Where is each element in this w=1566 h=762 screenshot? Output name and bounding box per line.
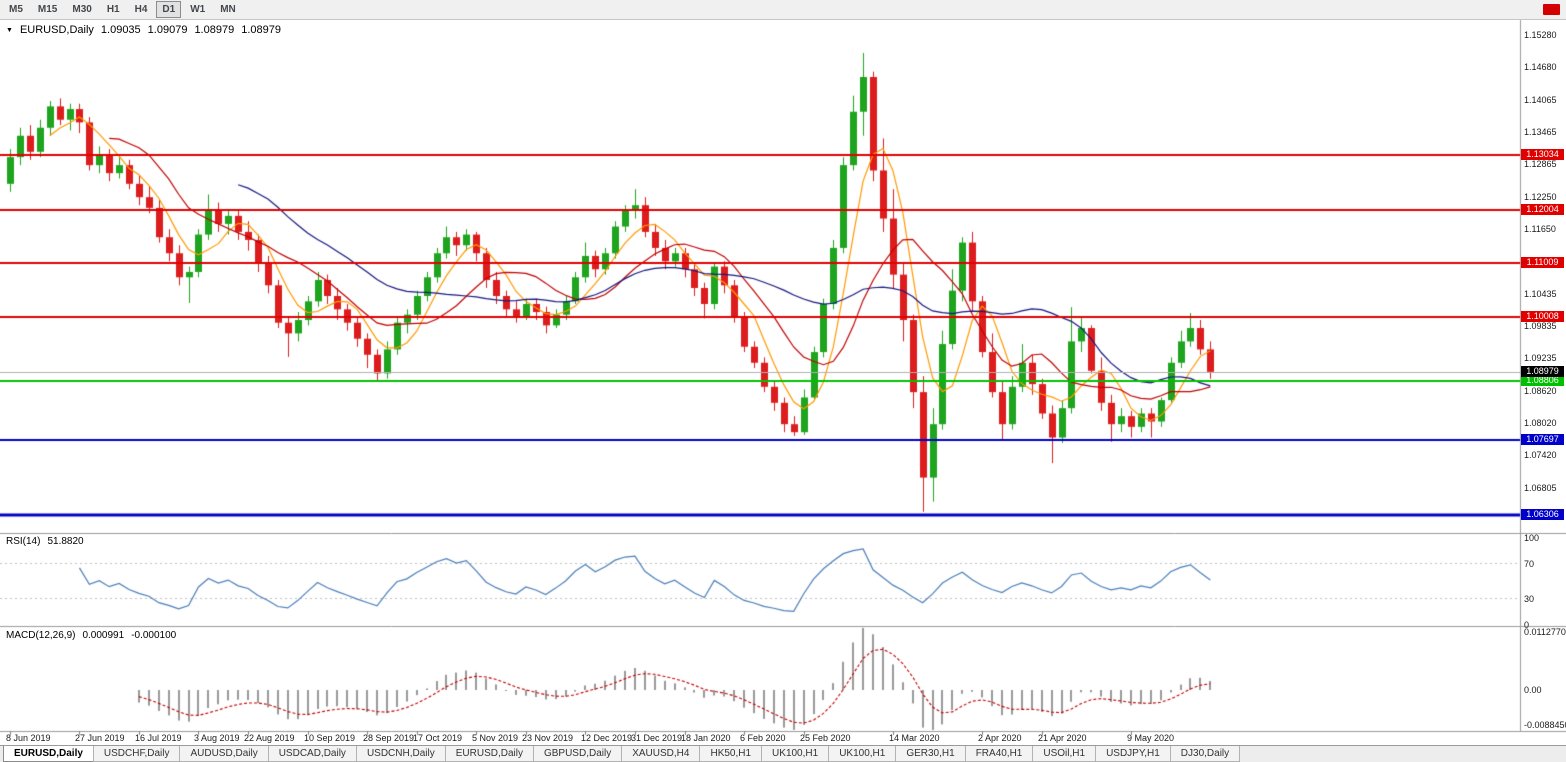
- symbol-tab-12-fra40-h1[interactable]: FRA40,H1: [964, 746, 1034, 762]
- symbol-tab-4-usdcnh-daily[interactable]: USDCNH,Daily: [355, 746, 446, 762]
- symbol-tab-bar: EURUSD,Daily USDCHF,Daily AUDUSD,Daily USDC…: [0, 745, 1566, 762]
- status-indicator-red: [1543, 4, 1560, 15]
- quote-open: 1.09035: [100, 24, 141, 36]
- timeframe-button-mn[interactable]: MN: [214, 1, 242, 18]
- timeframe-button-w1[interactable]: W1: [184, 1, 211, 18]
- timeframe-toolbar: M5 M15 M30 H1 H4 D1 W1 MN: [0, 0, 1566, 20]
- timeframe-button-m30[interactable]: M30: [66, 1, 97, 18]
- quote-close: 1.08979: [241, 24, 281, 36]
- symbol-tab-3-usdcad-daily[interactable]: USDCAD,Daily: [267, 746, 357, 762]
- symbol-tab-0-eurusd-daily[interactable]: EURUSD,Daily: [3, 746, 94, 762]
- collapse-triangle-icon: ▼: [6, 26, 13, 34]
- symbol-tab-15-dj30-daily[interactable]: DJ30,Daily: [1169, 746, 1241, 762]
- timeframe-button-d1[interactable]: D1: [156, 1, 182, 18]
- symbol-tab-7-xauusd-h4[interactable]: XAUUSD,H4: [621, 746, 701, 762]
- symbol-tab-11-ger30-h1[interactable]: GER30,H1: [895, 746, 966, 762]
- timeframe-button-h1[interactable]: H1: [101, 1, 126, 18]
- timeframe-button-m15[interactable]: M15: [32, 1, 63, 18]
- quote-high: 1.09079: [147, 24, 188, 36]
- timeframe-button-group: M5 M15 M30 H1 H4 D1 W1 MN: [0, 1, 242, 18]
- macd-name: MACD(12,26,9): [6, 630, 76, 641]
- macd-main-value: 0.000991: [82, 630, 125, 641]
- symbol-tab-8-hk50-h1[interactable]: HK50,H1: [699, 746, 763, 762]
- symbol-tab-10-uk100-h1[interactable]: UK100,H1: [828, 746, 897, 762]
- symbol-tab-1-usdchf-daily[interactable]: USDCHF,Daily: [92, 746, 181, 762]
- macd-signal-value: -0.000100: [131, 630, 177, 641]
- timeframe-button-h4[interactable]: H4: [129, 1, 154, 18]
- symbol-tab-14-usdjpy-h1[interactable]: USDJPY,H1: [1095, 746, 1171, 762]
- macd-indicator-label: MACD(12,26,9) 0.000991 -0.000100: [6, 630, 176, 641]
- symbol-tab-2-audusd-daily[interactable]: AUDUSD,Daily: [179, 746, 269, 762]
- symbol-tab-9-uk100-h1[interactable]: UK100,H1: [761, 746, 830, 762]
- rsi-indicator-label: RSI(14) 51.8820: [6, 536, 84, 547]
- symbol-tab-13-usoil-h1[interactable]: USOil,H1: [1032, 746, 1097, 762]
- timeframe-button-m5[interactable]: M5: [3, 1, 29, 18]
- quote-low: 1.08979: [194, 24, 235, 36]
- symbol-title: EURUSD,Daily: [19, 24, 94, 36]
- chart-quote-line: ▼ EURUSD,Daily 1.09035 1.09079 1.08979 1…: [6, 24, 281, 36]
- symbol-tab-6-gbpusd-daily[interactable]: GBPUSD,Daily: [532, 746, 623, 762]
- rsi-name: RSI(14): [6, 536, 41, 547]
- rsi-value: 51.8820: [47, 536, 84, 547]
- symbol-tab-5-eurusd-daily[interactable]: EURUSD,Daily: [444, 746, 534, 762]
